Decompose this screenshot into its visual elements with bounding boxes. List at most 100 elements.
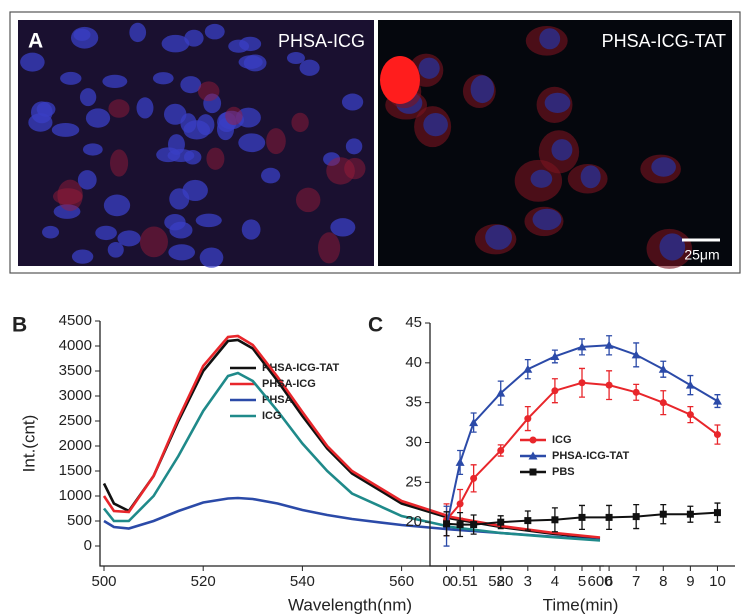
nucleus: [20, 52, 45, 72]
nucleus: [203, 93, 222, 114]
legend-label: ICG: [262, 410, 282, 422]
x-axis-label: Time(min): [543, 595, 619, 614]
y-tick-label: 40: [405, 354, 422, 371]
nucleus: [117, 230, 141, 247]
series-line: [445, 344, 718, 527]
nucleus: [129, 22, 147, 43]
nucleus: [261, 167, 281, 184]
marker: [455, 457, 465, 466]
x-tick-label: 6: [605, 573, 613, 590]
x-tick-label: 1: [469, 573, 477, 590]
nucleus: [53, 204, 81, 219]
x-tick-label: 2: [497, 573, 505, 590]
marker: [523, 364, 533, 373]
series: [442, 335, 722, 547]
nucleus: [551, 139, 573, 161]
red-signal: [225, 106, 243, 126]
nucleus: [79, 88, 97, 107]
x-tick-label: 10: [709, 573, 726, 590]
x-tick-label: 4: [551, 573, 559, 590]
marker: [686, 510, 694, 518]
x-tick-label: 540: [290, 573, 315, 590]
nucleus: [82, 143, 103, 156]
nucleus: [77, 170, 97, 190]
marker: [497, 446, 505, 454]
nucleus: [532, 208, 562, 231]
y-tick-label: 2000: [59, 437, 92, 454]
nucleus: [580, 165, 601, 189]
marker: [469, 418, 479, 427]
nucleus: [651, 157, 676, 177]
x-tick-label: 9: [686, 573, 694, 590]
x-tick-label: 7: [632, 573, 640, 590]
red-signal: [139, 226, 168, 258]
red-signal: [291, 112, 309, 133]
y-tick-label: 3000: [59, 387, 92, 404]
red-signal: [52, 188, 83, 205]
nucleus: [71, 249, 94, 264]
legend-label: PHSA-ICG: [262, 378, 316, 390]
y-tick-label: 3500: [59, 362, 92, 379]
nucleus: [544, 92, 571, 113]
panel-label: C: [368, 314, 383, 337]
nucleus: [30, 101, 53, 124]
nucleus: [182, 179, 208, 202]
image-label: PHSA-ICG-TAT: [602, 31, 726, 51]
series: [102, 334, 601, 539]
panel-a-frame: [9, 11, 741, 274]
marker: [496, 388, 506, 397]
y-tick-label: 1500: [59, 462, 92, 479]
legend-label: PHSA-ICG-TAT: [552, 450, 629, 462]
red-signal: [380, 56, 420, 104]
series-line: [445, 381, 719, 521]
nucleus: [659, 233, 686, 261]
y-tick-label: 20: [405, 513, 422, 530]
x-tick-label: 0.5: [450, 573, 471, 590]
image-label: PHSA-ICG: [278, 31, 365, 51]
marker: [658, 364, 668, 373]
y-tick-label: 35: [405, 394, 422, 411]
legend-label: PBS: [552, 466, 575, 478]
red-signal: [326, 157, 355, 185]
nucleus: [136, 97, 154, 119]
marker: [631, 350, 641, 359]
marker: [529, 468, 537, 476]
nucleus: [103, 194, 131, 217]
nucleus: [216, 118, 235, 141]
scale-bar-label: 25μm: [684, 247, 719, 263]
marker: [659, 510, 667, 518]
marker: [605, 513, 613, 521]
y-tick-label: 4000: [59, 337, 92, 354]
marker: [685, 380, 695, 389]
marker: [551, 516, 559, 524]
nucleus: [241, 219, 261, 240]
marker: [632, 513, 640, 521]
marker: [577, 342, 587, 351]
red-signal: [206, 147, 225, 170]
red-signal: [344, 157, 366, 180]
panel-label: A: [28, 30, 43, 53]
nucleus: [85, 108, 111, 128]
x-tick-label: 0: [442, 573, 450, 590]
y-tick-label: 1000: [59, 487, 92, 504]
legend-label: ICG: [552, 434, 572, 446]
axis: [429, 323, 735, 567]
marker: [550, 351, 560, 360]
marker: [497, 518, 505, 526]
nucleus: [299, 59, 320, 76]
nucleus: [345, 138, 363, 155]
x-tick-label: 5: [578, 573, 586, 590]
nucleus: [107, 242, 124, 258]
marker: [456, 500, 464, 508]
marker: [686, 411, 694, 419]
y-tick-label: 2500: [59, 412, 92, 429]
marker: [604, 340, 614, 349]
x-axis-label: Wavelength(nm): [288, 595, 412, 614]
marker: [712, 396, 722, 405]
legend-label: PHSA-ICG-TAT: [262, 362, 339, 374]
nucleus: [51, 123, 80, 137]
nucleus: [95, 225, 117, 241]
nucleus: [418, 57, 440, 79]
marker: [470, 521, 478, 529]
marker: [443, 520, 451, 528]
